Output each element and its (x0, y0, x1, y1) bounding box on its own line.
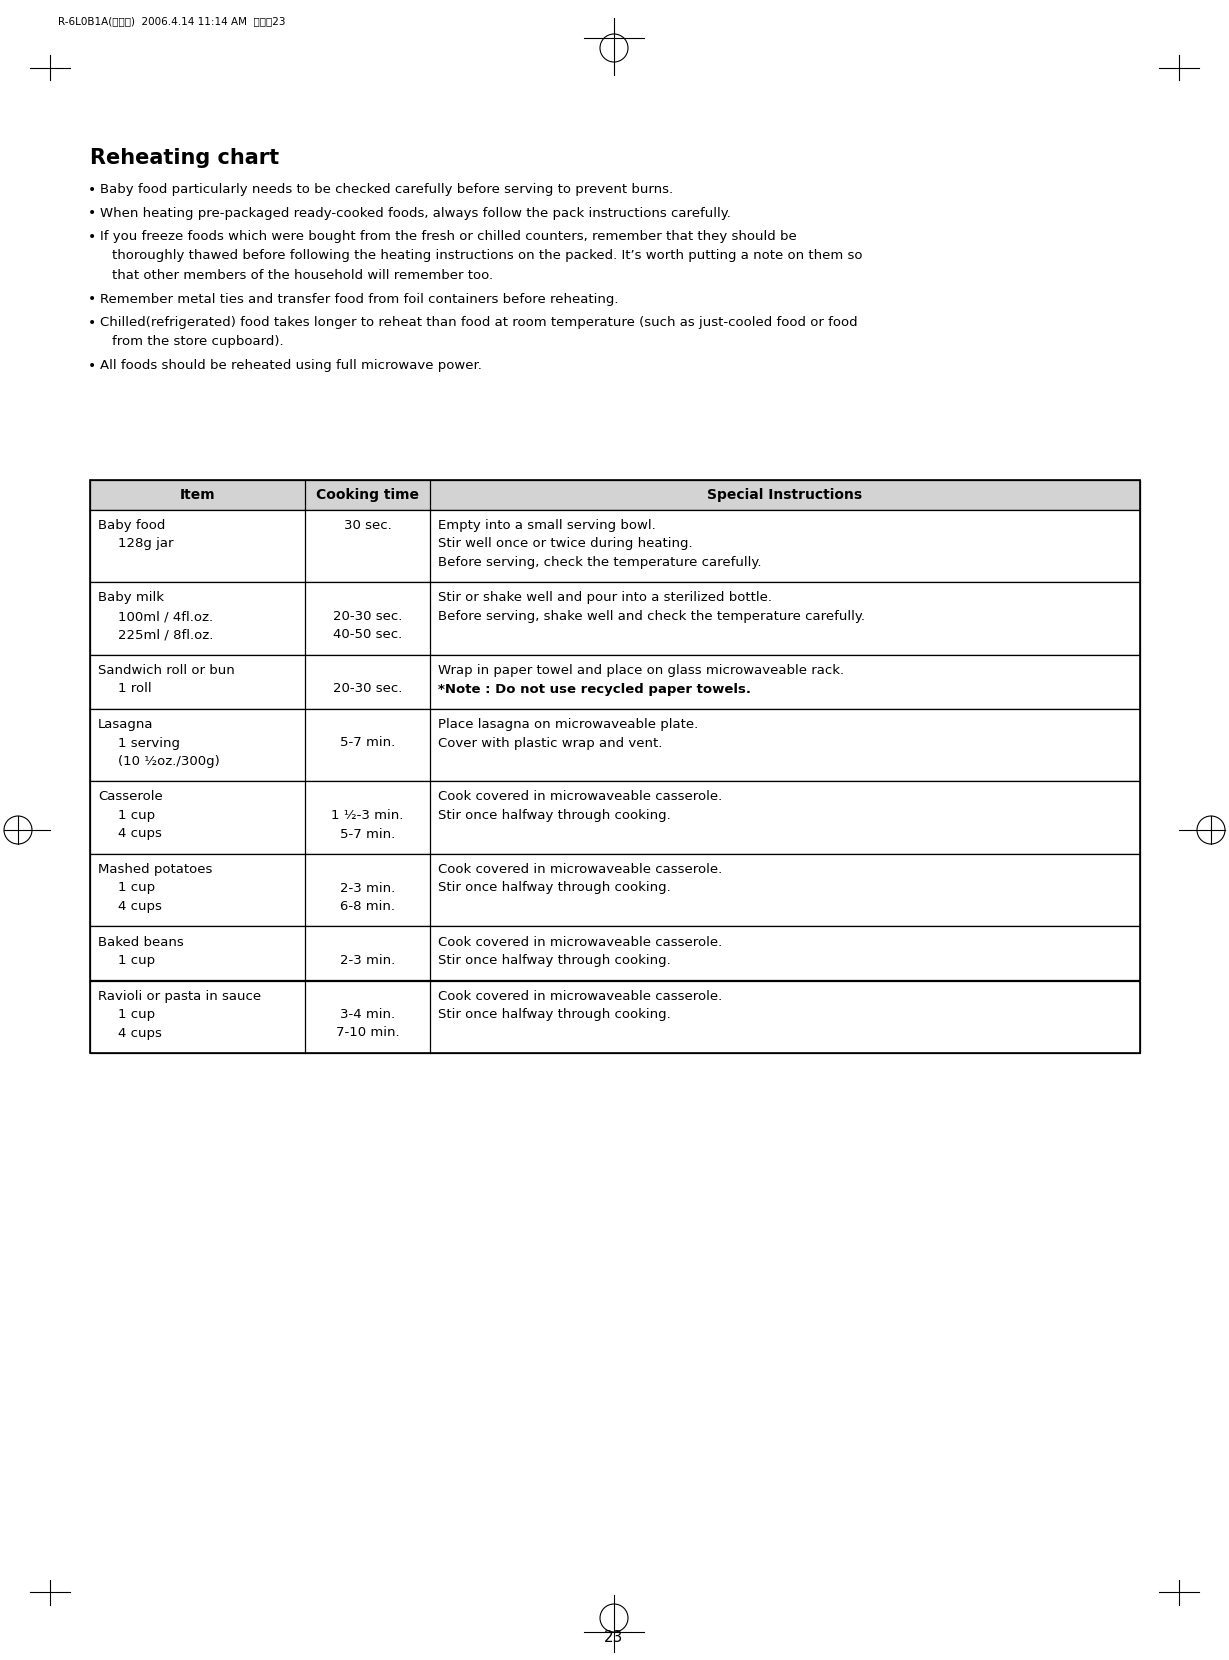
Text: Cook covered in microwaveable casserole.: Cook covered in microwaveable casserole. (438, 863, 723, 876)
Text: 5-7 min.: 5-7 min. (340, 827, 396, 840)
Text: (10 ½oz./300g): (10 ½oz./300g) (118, 755, 220, 769)
Text: *Note : Do not use recycled paper towels.: *Note : Do not use recycled paper towels… (438, 682, 751, 696)
Bar (90, 480, 1141, 510)
Text: 5-7 min.: 5-7 min. (340, 737, 396, 750)
Text: 100ml / 4fl.oz.: 100ml / 4fl.oz. (118, 609, 213, 622)
Bar (90, 480, 1141, 510)
Text: thoroughly thawed before following the heating instructions on the packed. It’s : thoroughly thawed before following the h… (112, 249, 863, 262)
Text: Lasagna: Lasagna (98, 719, 154, 730)
Text: R-6L0B1A(영기본)  2006.4.14 11:14 AM  페이지23: R-6L0B1A(영기본) 2006.4.14 11:14 AM 페이지23 (58, 17, 285, 27)
Text: If you freeze foods which were bought from the fresh or chilled counters, rememb: If you freeze foods which were bought fr… (100, 231, 796, 242)
Text: Casserole: Casserole (98, 790, 162, 803)
Bar (90, 926, 1141, 981)
Text: Cook covered in microwaveable casserole.: Cook covered in microwaveable casserole. (438, 790, 723, 803)
Text: All foods should be reheated using full microwave power.: All foods should be reheated using full … (100, 359, 482, 372)
Text: When heating pre-packaged ready-cooked foods, always follow the pack instruction: When heating pre-packaged ready-cooked f… (100, 206, 731, 219)
Text: Cook covered in microwaveable casserole.: Cook covered in microwaveable casserole. (438, 936, 723, 948)
Text: Baby milk: Baby milk (98, 591, 163, 604)
Text: 1 cup: 1 cup (118, 808, 155, 822)
Text: Stir once halfway through cooking.: Stir once halfway through cooking. (438, 1008, 671, 1021)
Text: •: • (88, 231, 96, 244)
Text: Empty into a small serving bowl.: Empty into a small serving bowl. (438, 520, 656, 531)
Text: 1 ½-3 min.: 1 ½-3 min. (332, 808, 403, 822)
Text: 1 cup: 1 cup (118, 954, 155, 968)
Text: Baby food: Baby food (98, 520, 166, 531)
Text: Remember metal ties and transfer food from foil containers before reheating.: Remember metal ties and transfer food fr… (100, 292, 618, 305)
Bar (90, 782, 1141, 853)
Text: •: • (88, 206, 96, 221)
Text: that other members of the household will remember too.: that other members of the household will… (112, 269, 493, 282)
Text: Ravioli or pasta in sauce: Ravioli or pasta in sauce (98, 989, 261, 1003)
Text: 2-3 min.: 2-3 min. (340, 881, 396, 895)
Text: Stir well once or twice during heating.: Stir well once or twice during heating. (438, 538, 693, 551)
Text: 20-30 sec.: 20-30 sec. (333, 609, 402, 622)
Text: Baked beans: Baked beans (98, 936, 184, 948)
Text: •: • (88, 359, 96, 374)
Text: Cover with plastic wrap and vent.: Cover with plastic wrap and vent. (438, 737, 662, 750)
Text: 1 roll: 1 roll (118, 682, 151, 696)
Text: Special Instructions: Special Instructions (708, 488, 863, 501)
Bar (90, 709, 1141, 782)
Bar (90, 583, 1141, 656)
Text: Stir or shake well and pour into a sterilized bottle.: Stir or shake well and pour into a steri… (438, 591, 772, 604)
Text: Cooking time: Cooking time (316, 488, 419, 501)
Text: Sandwich roll or bun: Sandwich roll or bun (98, 664, 235, 677)
Text: Stir once halfway through cooking.: Stir once halfway through cooking. (438, 954, 671, 968)
Text: 4 cups: 4 cups (118, 827, 162, 840)
Text: Item: Item (179, 488, 215, 501)
Text: 7-10 min.: 7-10 min. (336, 1026, 399, 1039)
Text: •: • (88, 315, 96, 330)
Text: Baby food particularly needs to be checked carefully before serving to prevent b: Baby food particularly needs to be check… (100, 183, 673, 196)
Text: from the store cupboard).: from the store cupboard). (112, 335, 284, 349)
Bar (90, 656, 1141, 709)
Text: 40-50 sec.: 40-50 sec. (333, 629, 402, 641)
Text: 4 cups: 4 cups (118, 900, 162, 913)
Text: Cook covered in microwaveable casserole.: Cook covered in microwaveable casserole. (438, 989, 723, 1003)
Text: 23: 23 (605, 1630, 623, 1645)
Text: •: • (88, 183, 96, 198)
Bar (90, 480, 1141, 1052)
Text: 1 cup: 1 cup (118, 881, 155, 895)
Text: 1 cup: 1 cup (118, 1008, 155, 1021)
Bar (90, 853, 1141, 926)
Text: 4 cups: 4 cups (118, 1026, 162, 1039)
Text: Wrap in paper towel and place on glass microwaveable rack.: Wrap in paper towel and place on glass m… (438, 664, 844, 677)
Text: 30 sec.: 30 sec. (344, 520, 391, 531)
Text: Stir once halfway through cooking.: Stir once halfway through cooking. (438, 808, 671, 822)
Text: 20-30 sec.: 20-30 sec. (333, 682, 402, 696)
Text: Reheating chart: Reheating chart (90, 148, 279, 168)
Text: 1 serving: 1 serving (118, 737, 179, 750)
Text: Place lasagna on microwaveable plate.: Place lasagna on microwaveable plate. (438, 719, 698, 730)
Bar (90, 981, 1141, 1052)
Text: 3-4 min.: 3-4 min. (340, 1008, 395, 1021)
Text: Before serving, shake well and check the temperature carefully.: Before serving, shake well and check the… (438, 609, 865, 622)
Text: 225ml / 8fl.oz.: 225ml / 8fl.oz. (118, 629, 214, 641)
Text: 6-8 min.: 6-8 min. (340, 900, 395, 913)
Text: •: • (88, 292, 96, 307)
Text: 2-3 min.: 2-3 min. (340, 954, 396, 968)
Text: Before serving, check the temperature carefully.: Before serving, check the temperature ca… (438, 556, 762, 569)
Text: Mashed potatoes: Mashed potatoes (98, 863, 213, 876)
Text: 128g jar: 128g jar (118, 538, 173, 551)
Text: Chilled(refrigerated) food takes longer to reheat than food at room temperature : Chilled(refrigerated) food takes longer … (100, 315, 858, 329)
Bar (90, 510, 1141, 583)
Text: Stir once halfway through cooking.: Stir once halfway through cooking. (438, 881, 671, 895)
